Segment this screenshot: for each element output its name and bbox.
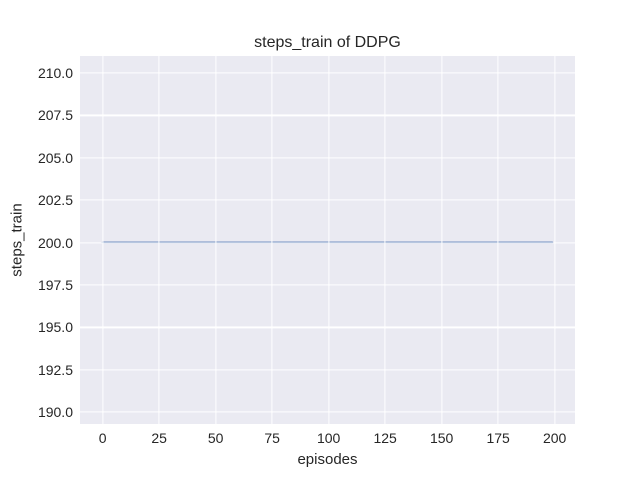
x-tick-label: 0	[98, 430, 107, 446]
x-axis-label: episodes	[297, 451, 358, 468]
chart-title: steps_train of DDPG	[254, 34, 401, 51]
gridline-vertical	[102, 56, 104, 424]
gridline-vertical	[158, 56, 160, 424]
y-tick-label: 195.0	[37, 319, 73, 336]
gridline-vertical	[497, 56, 499, 424]
plot-area	[80, 56, 575, 424]
x-tick-label: 50	[207, 430, 224, 446]
gridline-horizontal	[80, 411, 575, 413]
gridline-horizontal	[80, 241, 575, 244]
x-tick-label: 175	[486, 430, 510, 446]
gridline-vertical	[271, 56, 273, 424]
x-tick-label: 200	[542, 430, 567, 446]
gridline-vertical	[215, 56, 217, 424]
y-tick-label: 207.5	[37, 107, 73, 124]
gridline-horizontal	[80, 369, 575, 371]
gridline-vertical	[554, 56, 556, 424]
y-tick-label: 205.0	[37, 149, 73, 166]
gridline-vertical	[384, 56, 386, 424]
gridline-vertical	[328, 56, 330, 424]
x-tick-label: 25	[151, 430, 167, 446]
y-tick-label: 190.0	[37, 404, 73, 421]
gridline-horizontal	[80, 284, 575, 286]
y-tick-label: 202.5	[37, 192, 73, 209]
gridline-horizontal	[80, 114, 575, 116]
x-tick-label: 100	[316, 430, 341, 446]
y-tick-label: 192.5	[37, 361, 73, 378]
x-tick-label: 75	[264, 430, 280, 446]
y-tick-label: 197.5	[37, 276, 73, 293]
gridline-horizontal	[80, 157, 575, 159]
x-tick-label: 150	[429, 430, 454, 446]
y-tick-label: 210.0	[37, 64, 73, 81]
gridline-horizontal	[80, 199, 575, 201]
x-tick-label: 125	[373, 430, 397, 446]
gridline-horizontal	[80, 326, 575, 328]
gridline-horizontal	[80, 72, 575, 74]
gridline-vertical	[441, 56, 443, 424]
y-tick-label: 200.0	[37, 234, 73, 251]
